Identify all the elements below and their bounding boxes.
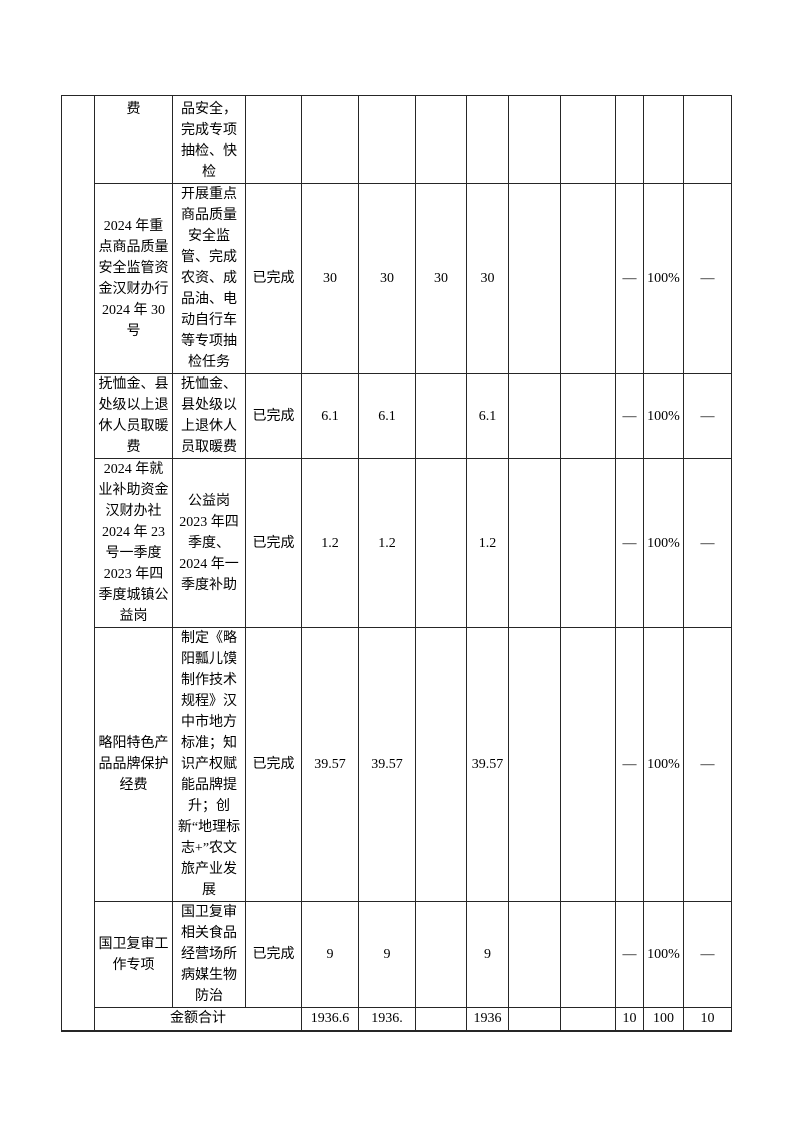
indicator1-cell: — <box>615 627 644 902</box>
table-row: 费 品安全，完成专项抽检、快检 <box>61 95 732 1031</box>
status-cell: 已完成 <box>245 458 302 628</box>
spare2-cell <box>560 95 616 184</box>
total-value2-cell: 1936. <box>358 1007 416 1031</box>
value2-cell <box>358 95 416 184</box>
value4-cell <box>466 95 509 184</box>
work-description-cell: 公益岗 2023 年四季度、2024 年一季度补助 <box>172 458 246 628</box>
table-row: 2024 年重点商品质量安全监管资金汉财办行 2024 年 30 号 开展重点商… <box>62 183 732 374</box>
work-description-cell: 开展重点商品质量安全监管、完成农资、成品油、电动自行车等专项抽检任务 <box>172 183 246 374</box>
total-spare1-cell <box>508 1007 561 1031</box>
work-description-cell: 抚恤金、县处级以上退休人员取暖费 <box>172 373 246 459</box>
value1-cell: 39.57 <box>301 627 359 902</box>
value3-cell <box>415 627 467 902</box>
spare1-cell <box>508 627 561 902</box>
table-row: 抚恤金、县处级以上退休人员取暖费 抚恤金、县处级以上退休人员取暖费 已完成 6.… <box>62 373 732 459</box>
value4-cell: 6.1 <box>466 373 509 459</box>
value2-cell: 1.2 <box>358 458 416 628</box>
value3-cell: 30 <box>415 183 467 374</box>
status-cell: 已完成 <box>245 901 302 1008</box>
total-value3-cell <box>415 1007 467 1031</box>
status-cell: 已完成 <box>245 627 302 902</box>
spare1-cell <box>508 95 561 184</box>
indicator1-cell: — <box>615 901 644 1008</box>
spare2-cell <box>560 183 616 374</box>
indicator2-cell: — <box>683 183 732 374</box>
performance-table: 费 品安全，完成专项抽检、快检 2024 年重点商品质量安全监管资金汉财办行 2… <box>61 95 732 1032</box>
value2-cell: 6.1 <box>358 373 416 459</box>
value3-cell <box>415 901 467 1008</box>
value2-cell: 30 <box>358 183 416 374</box>
completion-rate-cell: 100% <box>643 627 684 902</box>
total-row: 金额合计 1936.6 1936. 1936 10 100 10 <box>62 1007 732 1031</box>
work-description-cell: 制定《略阳瓢儿馍制作技术规程》汉中市地方标准；知识产权赋能品牌提升；创新“地理标… <box>172 627 246 902</box>
value4-cell: 1.2 <box>466 458 509 628</box>
completion-rate-cell <box>643 95 684 184</box>
status-cell: 已完成 <box>245 183 302 374</box>
completion-rate-cell: 100% <box>643 373 684 459</box>
total-rate-cell: 100 <box>643 1007 684 1031</box>
project-name-cell: 略阳特色产品品牌保护经费 <box>94 627 173 902</box>
project-name-cell: 国卫复审工作专项 <box>94 901 173 1008</box>
value1-cell: 30 <box>301 183 359 374</box>
value3-cell <box>415 95 467 184</box>
completion-rate-cell: 100% <box>643 901 684 1008</box>
project-name-cell: 2024 年重点商品质量安全监管资金汉财办行 2024 年 30 号 <box>94 183 173 374</box>
total-indicator1-cell: 10 <box>615 1007 644 1031</box>
spare1-cell <box>508 901 561 1008</box>
completion-rate-cell: 100% <box>643 183 684 374</box>
spare1-cell <box>508 373 561 459</box>
project-name-cell: 抚恤金、县处级以上退休人员取暖费 <box>94 373 173 459</box>
status-cell: 已完成 <box>245 373 302 459</box>
value3-cell <box>415 458 467 628</box>
spare1-cell <box>508 458 561 628</box>
spare2-cell <box>560 373 616 459</box>
value2-cell: 9 <box>358 901 416 1008</box>
work-description-cell: 品安全，完成专项抽检、快检 <box>172 95 246 184</box>
value4-cell: 30 <box>466 183 509 374</box>
value1-cell: 9 <box>301 901 359 1008</box>
indicator2-cell: — <box>683 627 732 902</box>
indicator1-cell: — <box>615 183 644 374</box>
table-row: 2024 年就业补助资金汉财办社 2024 年 23 号一季度 2023 年四季… <box>62 458 732 628</box>
total-label-cell: 金额合计 <box>94 1007 302 1031</box>
total-spare2-cell <box>560 1007 616 1031</box>
total-value1-cell: 1936.6 <box>301 1007 359 1031</box>
work-description-cell: 国卫复审相关食品经营场所病媒生物防治 <box>172 901 246 1008</box>
value2-cell: 39.57 <box>358 627 416 902</box>
value3-cell <box>415 373 467 459</box>
value1-cell: 6.1 <box>301 373 359 459</box>
indicator1-cell: — <box>615 458 644 628</box>
project-name-cell: 2024 年就业补助资金汉财办社 2024 年 23 号一季度 2023 年四季… <box>94 458 173 628</box>
project-name-cell: 费 <box>94 95 173 184</box>
value1-cell: 1.2 <box>301 458 359 628</box>
indicator2-cell <box>683 95 732 184</box>
spare2-cell <box>560 458 616 628</box>
value1-cell <box>301 95 359 184</box>
total-value4-cell: 1936 <box>466 1007 509 1031</box>
total-indicator2-cell: 10 <box>683 1007 732 1031</box>
left-margin-cell <box>61 95 95 1031</box>
spare2-cell <box>560 901 616 1008</box>
indicator2-cell: — <box>683 901 732 1008</box>
value4-cell: 9 <box>466 901 509 1008</box>
table-row: 国卫复审工作专项 国卫复审相关食品经营场所病媒生物防治 已完成 9 9 9 — … <box>62 901 732 1008</box>
indicator1-cell <box>615 95 644 184</box>
spare2-cell <box>560 627 616 902</box>
completion-rate-cell: 100% <box>643 458 684 628</box>
status-cell <box>245 95 302 184</box>
value4-cell: 39.57 <box>466 627 509 902</box>
indicator2-cell: — <box>683 373 732 459</box>
indicator2-cell: — <box>683 458 732 628</box>
spare1-cell <box>508 183 561 374</box>
indicator1-cell: — <box>615 373 644 459</box>
table-row: 略阳特色产品品牌保护经费 制定《略阳瓢儿馍制作技术规程》汉中市地方标准；知识产权… <box>62 627 732 902</box>
